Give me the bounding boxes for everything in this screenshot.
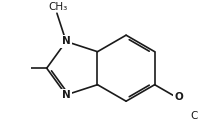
Text: CH₃: CH₃	[191, 111, 198, 121]
Text: N: N	[62, 37, 70, 46]
Text: CH₃: CH₃	[48, 2, 67, 12]
Text: N: N	[62, 90, 70, 100]
Text: O: O	[174, 92, 183, 102]
